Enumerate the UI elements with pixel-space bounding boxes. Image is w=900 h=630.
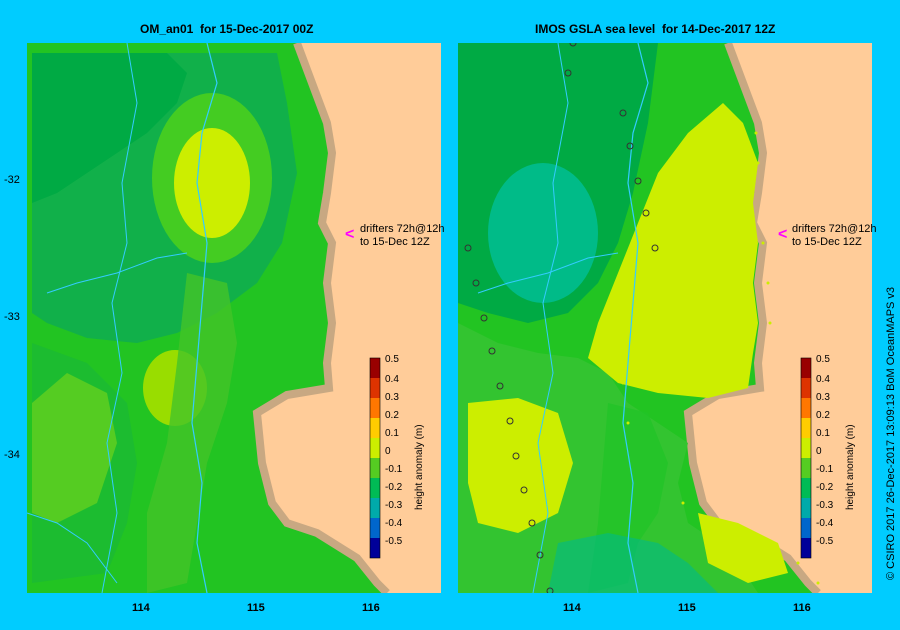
left-lon-tick-115: 115	[247, 602, 265, 614]
left-drifter-arrow-icon: <	[345, 226, 355, 243]
lat-tick-33: -33	[4, 311, 20, 323]
right-drifter-arrow-icon: <	[778, 226, 788, 243]
right-lon-tick-114: 114	[563, 602, 581, 614]
left-map-title: OM_an01 for 15-Dec-2017 00Z	[140, 22, 314, 36]
lat-tick-32: -32	[4, 174, 20, 186]
right-colorbar	[800, 357, 812, 559]
left-drifter-note: drifters 72h@12h to 15-Dec 12Z	[360, 223, 445, 248]
right-map	[458, 43, 872, 593]
right-lon-tick-116: 116	[793, 602, 811, 614]
left-lon-tick-116: 116	[362, 602, 380, 614]
right-map-title: IMOS GSLA sea level for 14-Dec-2017 12Z	[535, 22, 776, 36]
left-lon-tick-114: 114	[132, 602, 150, 614]
lat-tick-34: -34	[4, 449, 20, 461]
right-lon-tick-115: 115	[678, 602, 696, 614]
right-drifter-note: drifters 72h@12h to 15-Dec 12Z	[792, 223, 877, 248]
left-map	[27, 43, 441, 593]
credit-text: © CSIRO 2017 26-Dec-2017 13:09:13 BoM Oc…	[885, 286, 897, 580]
left-colorbar-title: height anomaly (m)	[414, 424, 425, 510]
left-colorbar	[369, 357, 381, 559]
right-colorbar-title: height anomaly (m)	[845, 424, 856, 510]
